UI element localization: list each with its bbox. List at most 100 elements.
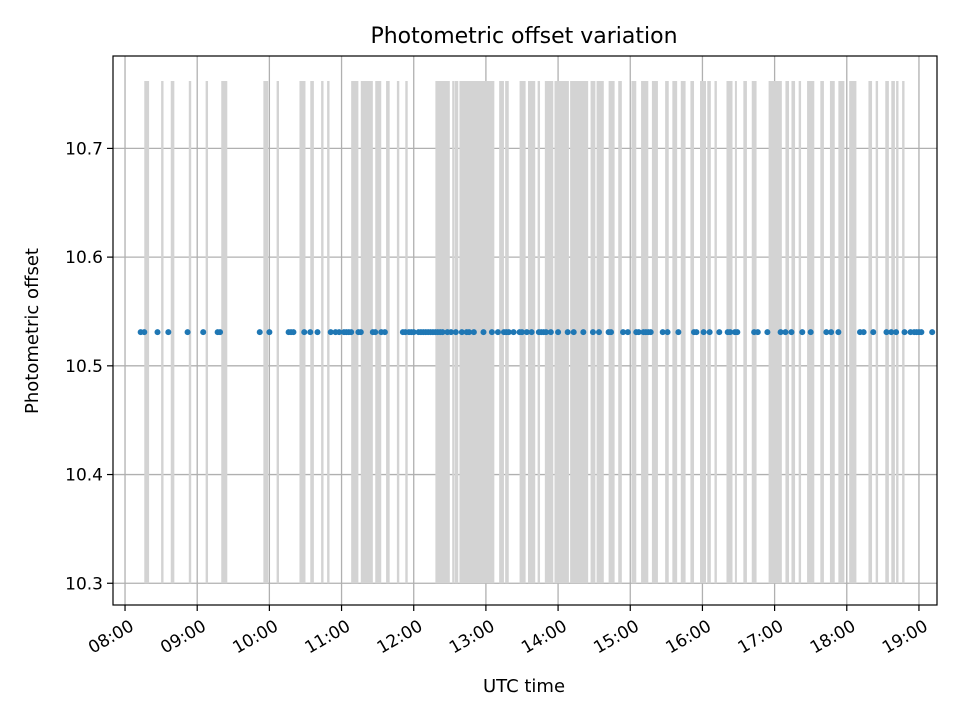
interval-bar bbox=[680, 81, 686, 584]
data-point bbox=[659, 329, 666, 336]
data-point bbox=[448, 329, 455, 336]
y-axis-label: Photometric offset bbox=[22, 248, 43, 414]
interval-bar bbox=[386, 81, 390, 584]
data-point bbox=[410, 329, 417, 336]
interval-bar bbox=[672, 81, 678, 584]
data-point bbox=[165, 329, 172, 336]
points-layer bbox=[137, 329, 936, 336]
interval-bar bbox=[618, 81, 622, 584]
data-point bbox=[217, 329, 224, 336]
data-point bbox=[336, 329, 343, 336]
data-point bbox=[290, 329, 297, 336]
data-point bbox=[706, 329, 713, 336]
data-point bbox=[589, 329, 596, 336]
x-axis-label: UTC time bbox=[483, 676, 565, 697]
data-point bbox=[555, 329, 562, 336]
interval-bar bbox=[221, 81, 228, 584]
data-point bbox=[564, 329, 571, 336]
data-point bbox=[266, 329, 273, 336]
interval-bar bbox=[396, 81, 400, 584]
data-point bbox=[647, 329, 654, 336]
data-point bbox=[307, 329, 314, 336]
interval-bar bbox=[838, 81, 845, 584]
data-point bbox=[888, 329, 895, 336]
interval-bar bbox=[820, 81, 824, 584]
data-point bbox=[782, 329, 789, 336]
data-point bbox=[901, 329, 908, 336]
data-point bbox=[458, 329, 465, 336]
data-point bbox=[314, 329, 321, 336]
interval-bar bbox=[375, 81, 382, 584]
y-tick-label: 10.5 bbox=[65, 357, 103, 377]
interval-bar bbox=[263, 81, 269, 584]
interval-bar bbox=[205, 81, 209, 584]
data-point bbox=[543, 329, 550, 336]
interval-bar bbox=[554, 81, 569, 584]
y-tick-label: 10.4 bbox=[65, 466, 103, 486]
data-point bbox=[494, 329, 501, 336]
interval-bar bbox=[651, 81, 658, 584]
data-point bbox=[154, 329, 161, 336]
data-point bbox=[799, 329, 806, 336]
interval-bar bbox=[161, 81, 164, 584]
data-point bbox=[727, 329, 734, 336]
data-point bbox=[466, 329, 473, 336]
data-point bbox=[624, 329, 631, 336]
data-point bbox=[381, 329, 388, 336]
data-point bbox=[716, 329, 723, 336]
data-point bbox=[348, 329, 355, 336]
data-point bbox=[523, 329, 530, 336]
data-point bbox=[883, 329, 890, 336]
data-point bbox=[470, 329, 477, 336]
data-point bbox=[580, 329, 587, 336]
data-point bbox=[918, 329, 925, 336]
data-point bbox=[452, 329, 459, 336]
data-point bbox=[754, 329, 761, 336]
data-point bbox=[327, 329, 334, 336]
interval-bar bbox=[360, 81, 373, 584]
interval-bar bbox=[875, 81, 879, 584]
data-point bbox=[893, 329, 900, 336]
data-point bbox=[357, 329, 364, 336]
data-point bbox=[828, 329, 835, 336]
data-point bbox=[301, 329, 308, 336]
data-point bbox=[635, 329, 642, 336]
data-point bbox=[870, 329, 877, 336]
data-point bbox=[700, 329, 707, 336]
data-point bbox=[488, 329, 495, 336]
interval-bar bbox=[868, 81, 873, 584]
data-point bbox=[200, 329, 207, 336]
data-point bbox=[764, 329, 771, 336]
interval-bar bbox=[570, 81, 589, 584]
data-point bbox=[693, 329, 700, 336]
data-point bbox=[620, 329, 627, 336]
interval-bar bbox=[849, 81, 857, 584]
y-tick-label: 10.7 bbox=[65, 139, 103, 159]
data-point bbox=[547, 329, 554, 336]
y-tick-label: 10.3 bbox=[65, 574, 103, 594]
data-point bbox=[595, 329, 602, 336]
data-point bbox=[835, 329, 842, 336]
data-point bbox=[675, 329, 682, 336]
data-point bbox=[184, 329, 191, 336]
data-point bbox=[256, 329, 263, 336]
data-point bbox=[777, 329, 784, 336]
interval-bar bbox=[276, 81, 280, 584]
data-point bbox=[510, 329, 517, 336]
interval-bar bbox=[714, 81, 717, 584]
data-point bbox=[807, 329, 814, 336]
data-point bbox=[823, 329, 830, 336]
data-point bbox=[439, 329, 446, 336]
data-point bbox=[480, 329, 487, 336]
data-point bbox=[734, 329, 741, 336]
data-point bbox=[372, 329, 379, 336]
data-point bbox=[860, 329, 867, 336]
interval-bar bbox=[351, 81, 359, 584]
data-point bbox=[788, 329, 795, 336]
data-point bbox=[570, 329, 577, 336]
data-point bbox=[528, 329, 535, 336]
chart-title: Photometric offset variation bbox=[370, 24, 677, 49]
data-point bbox=[608, 329, 615, 336]
